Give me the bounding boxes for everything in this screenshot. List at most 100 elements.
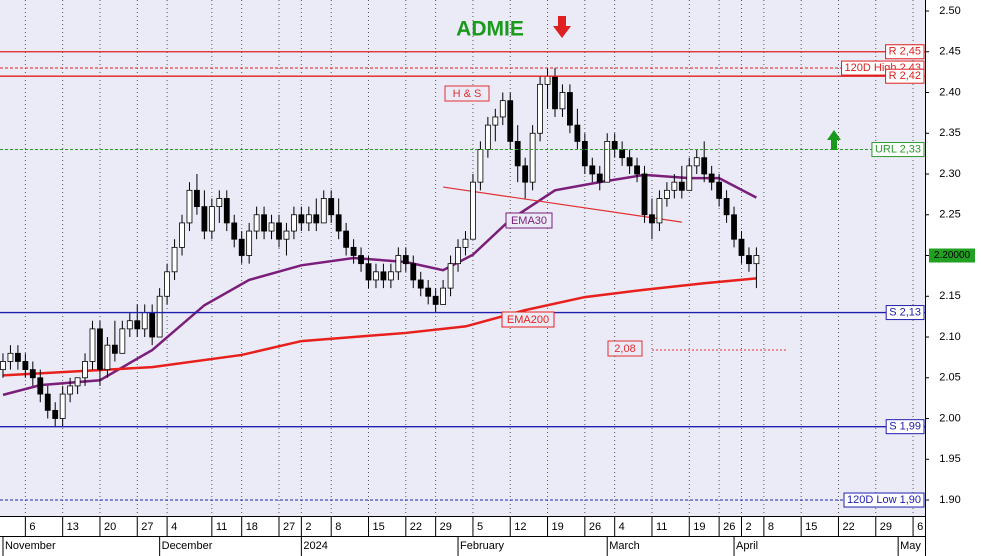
candle-body <box>350 246 357 256</box>
y-tick-label: 2.05 <box>939 372 960 384</box>
ema-line <box>2 173 757 397</box>
candle-body <box>440 287 447 305</box>
candle-body <box>373 271 379 281</box>
x-tick-label: 4 <box>619 521 625 533</box>
candle-body <box>82 361 88 379</box>
tag-box <box>444 85 490 102</box>
candle-body <box>738 238 745 256</box>
candle-body <box>380 271 387 281</box>
candle-body <box>507 100 514 142</box>
month-label: November <box>5 540 56 552</box>
plot-area <box>0 0 925 516</box>
candle-body <box>537 83 543 134</box>
candle-body <box>298 214 305 224</box>
candle-body <box>313 214 320 224</box>
ema-line <box>2 277 757 377</box>
candle-body <box>67 385 74 395</box>
candle-body <box>663 189 670 199</box>
x-tick-label: 2 <box>745 521 751 533</box>
ema30-label: EMA30 <box>511 215 547 227</box>
candle-body <box>581 141 588 167</box>
candle-body <box>343 230 350 248</box>
candle-body <box>649 214 655 224</box>
candle-body <box>320 198 327 224</box>
candle-body <box>358 255 364 265</box>
candle-body <box>328 198 335 216</box>
x-tick-label: 27 <box>283 521 295 533</box>
last-price-box <box>929 248 975 263</box>
candle-body <box>716 181 723 199</box>
x-tick-label: 22 <box>842 521 854 533</box>
candle-body <box>447 263 454 289</box>
down-arrow <box>553 16 571 38</box>
candle-body <box>253 214 260 232</box>
candle-body <box>746 255 752 265</box>
candle-body <box>492 116 499 126</box>
y-tick-label: 2.10 <box>939 331 960 343</box>
level-box <box>885 44 925 60</box>
x-tick-label: 13 <box>67 521 79 533</box>
month-label: 2024 <box>303 540 327 552</box>
candle-body <box>574 124 581 142</box>
y-tick-label: 2.50 <box>939 5 960 17</box>
candle-body <box>97 328 103 371</box>
candle-body <box>283 230 290 240</box>
candle-body <box>0 361 6 371</box>
x-tick-label: 4 <box>171 521 177 533</box>
candle-body <box>470 181 476 240</box>
candle-body <box>156 295 163 338</box>
candle-body <box>126 320 133 330</box>
candle-body <box>514 141 521 167</box>
candle-body <box>335 214 342 232</box>
level-label: S 2,13 <box>889 306 921 318</box>
candle-body <box>261 214 267 232</box>
candle-body <box>15 352 21 362</box>
tag-box <box>505 212 553 229</box>
level-label: R 2,42 <box>889 70 921 82</box>
x-tick-label: 12 <box>514 521 526 533</box>
stop-tag: 2,08 <box>607 340 643 357</box>
candle-body <box>708 173 715 183</box>
x-tick-label: 6 <box>917 521 923 533</box>
candle-body <box>365 263 372 281</box>
chart-title: ADMIE <box>456 18 524 41</box>
candle-body <box>387 271 394 281</box>
x-tick-label: 26 <box>723 521 735 533</box>
y-tick-label: 2.40 <box>939 86 960 98</box>
x-tick-label: 18 <box>246 521 258 533</box>
y-tick-label: 2.00 <box>939 412 960 424</box>
candle-body <box>619 149 626 159</box>
candle-body <box>59 393 66 419</box>
tag-box <box>501 311 555 328</box>
level-tag: S 1,99 <box>885 419 925 435</box>
candle-body <box>544 75 551 85</box>
x-tick-label: 26 <box>589 521 601 533</box>
candle-body <box>432 295 439 305</box>
candle-body <box>626 157 633 167</box>
candle-body <box>604 141 611 183</box>
ema200-tag: EMA200 <box>501 311 555 328</box>
tag-box <box>607 340 643 357</box>
candle-body <box>208 206 215 232</box>
x-tick-label: 15 <box>373 521 385 533</box>
month-label: May <box>900 540 921 552</box>
y-tick-label: 2.45 <box>939 46 960 58</box>
candle-body <box>7 352 14 362</box>
candle-body <box>731 214 737 240</box>
candle-body <box>611 141 618 150</box>
x-tick-label: 19 <box>693 521 705 533</box>
x-tick-label: 6 <box>29 521 35 533</box>
candle-body <box>231 222 238 240</box>
level-box <box>871 142 925 158</box>
candle-body <box>462 238 469 248</box>
candle-body <box>693 157 700 167</box>
candle-body <box>477 149 484 183</box>
candle-body <box>656 198 663 224</box>
candle-body <box>216 198 223 208</box>
x-tick-label: 20 <box>104 521 116 533</box>
y-tick-label: 1.90 <box>939 494 960 506</box>
ema200-label: EMA200 <box>507 314 549 326</box>
candle-body <box>149 312 156 338</box>
x-tick-label: 15 <box>805 521 817 533</box>
